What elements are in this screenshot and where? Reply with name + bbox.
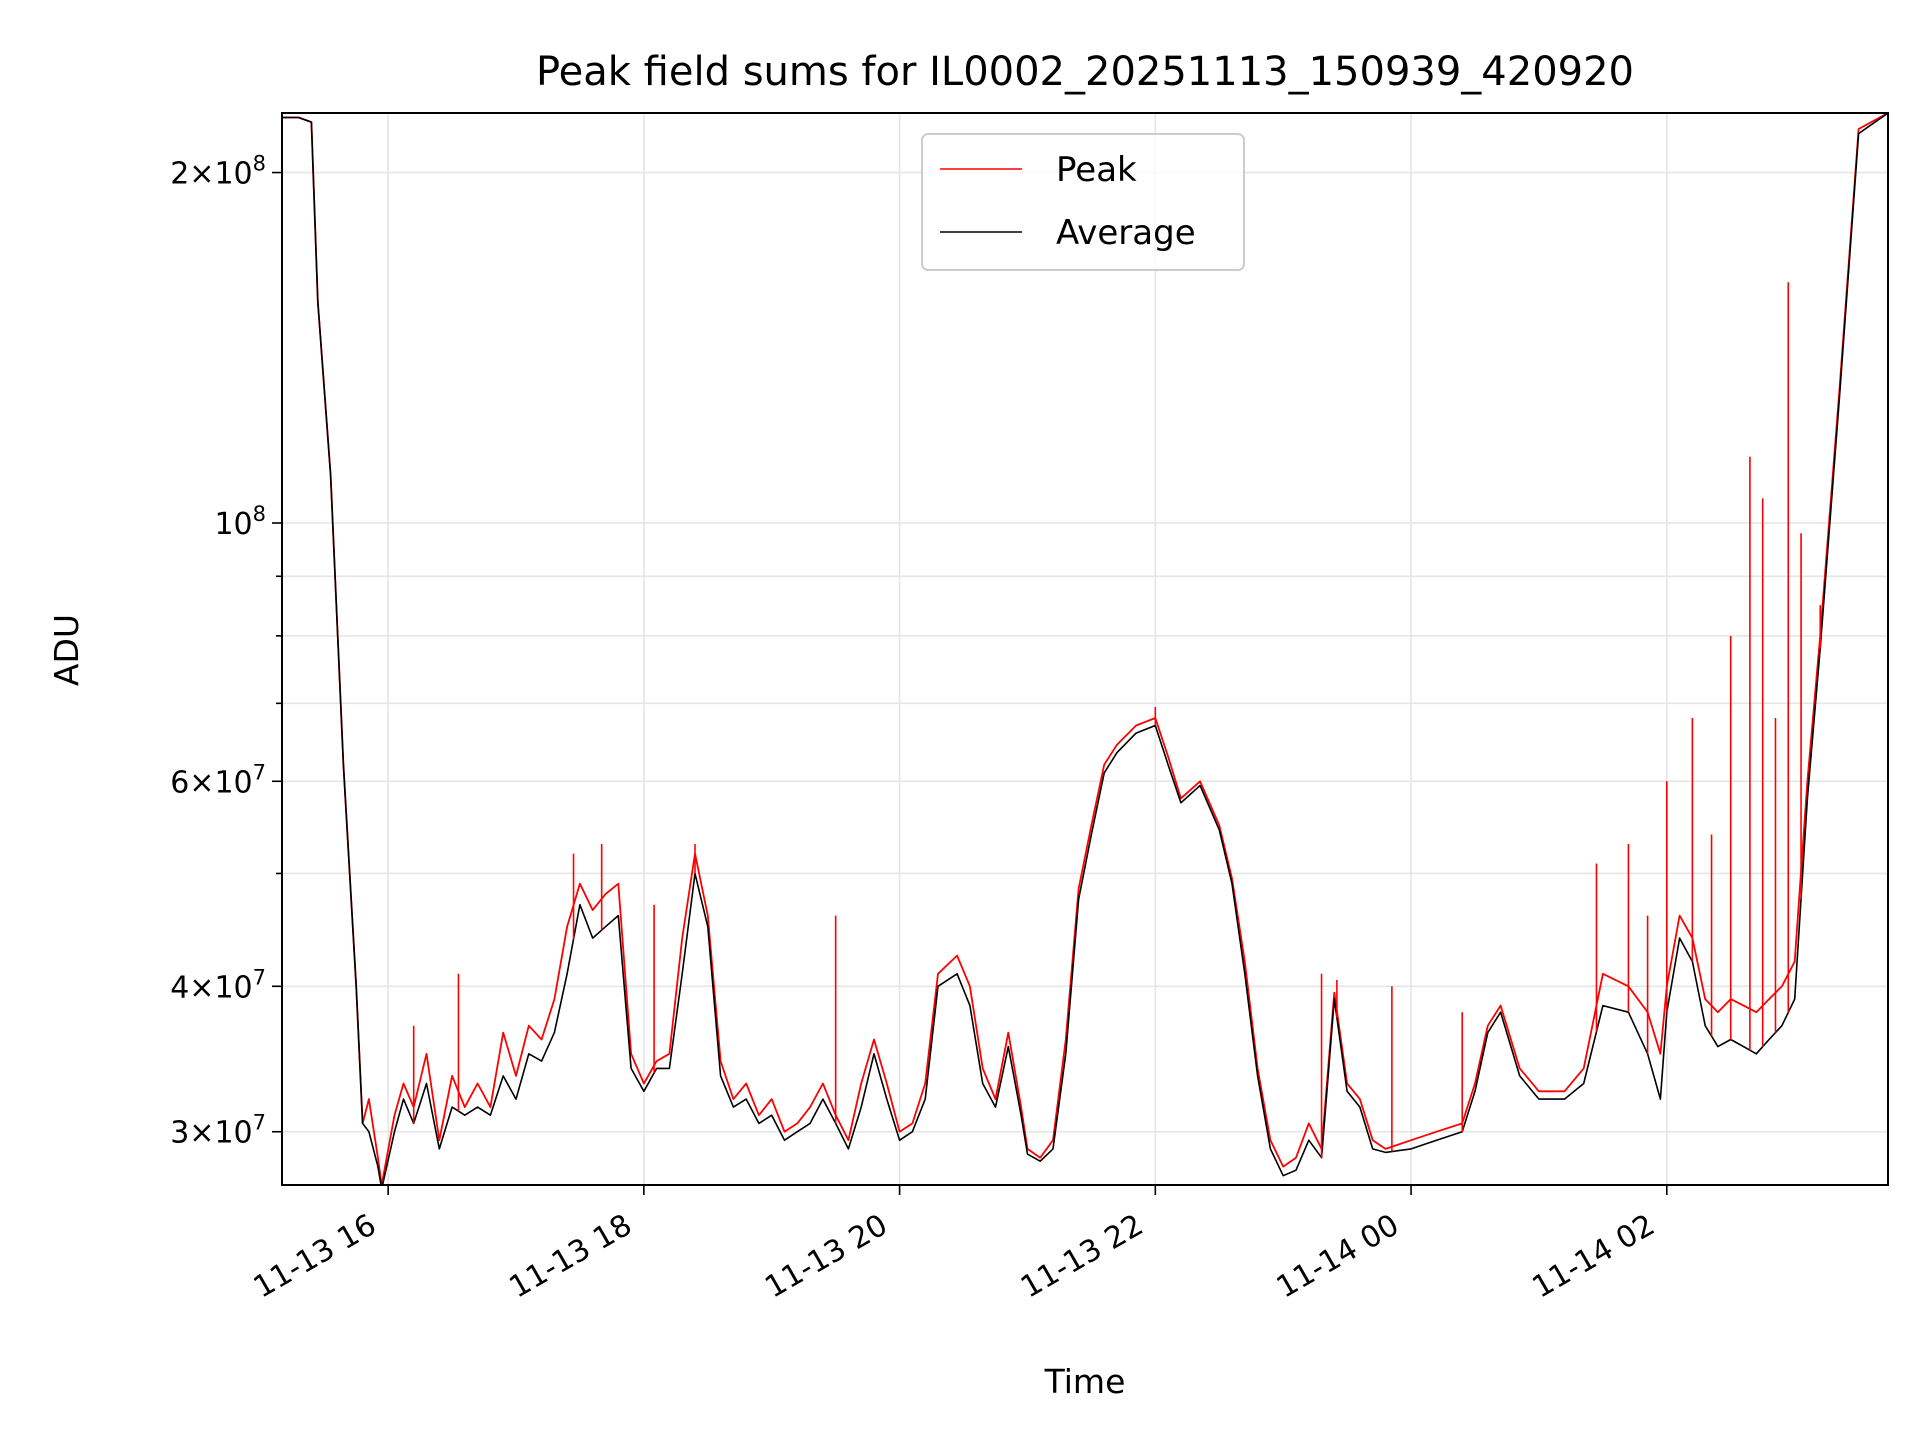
plot-area bbox=[282, 113, 1888, 1185]
series-layer bbox=[282, 113, 1888, 1185]
legend: Peak Average bbox=[921, 133, 1245, 271]
legend-label-peak: Peak bbox=[1056, 150, 1137, 190]
y-axis-label: ADU bbox=[47, 614, 86, 686]
y-tick-label: 4×107 bbox=[170, 965, 266, 1005]
series-line-average bbox=[282, 113, 1888, 1185]
legend-label-average: Average bbox=[1056, 213, 1196, 253]
y-tick-label: 3×107 bbox=[170, 1111, 266, 1151]
chart-title: Peak field sums for IL0002_20251113_1509… bbox=[536, 49, 1634, 95]
y-tick-label: 6×107 bbox=[170, 760, 266, 800]
legend-box bbox=[921, 133, 1245, 271]
x-axis-label: Time bbox=[1044, 1362, 1126, 1401]
series-line-peak bbox=[282, 113, 1888, 1185]
y-tick-label: 2×108 bbox=[170, 152, 266, 192]
plot-frame bbox=[281, 112, 1889, 1186]
